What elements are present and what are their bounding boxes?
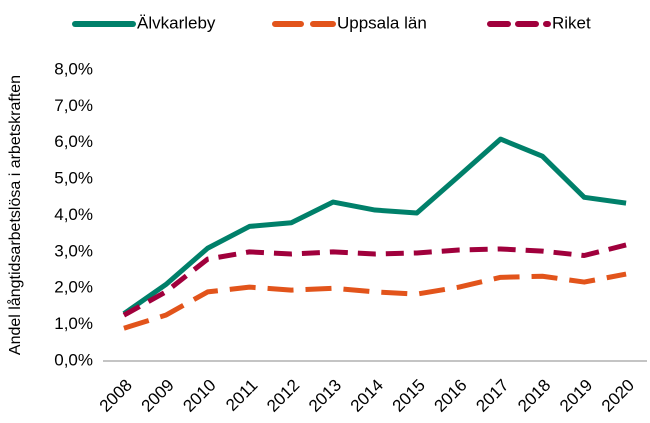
x-tick-label: 2018 — [514, 376, 554, 416]
x-tick-label: 2012 — [263, 376, 303, 416]
x-tick-label: 2017 — [472, 376, 512, 416]
x-tick-label: 2015 — [389, 376, 429, 416]
series-line — [122, 242, 627, 318]
y-tick-label: 2,0% — [54, 278, 93, 297]
x-tick-label: 2010 — [179, 376, 219, 416]
y-tick-label: 8,0% — [54, 59, 93, 78]
y-axis-label: Andel långtidsarbetslösa i arbetskraften — [6, 75, 24, 355]
x-tick-label: 2009 — [138, 376, 178, 416]
x-tick-label: 2020 — [598, 376, 638, 416]
y-tick-label: 1,0% — [54, 314, 93, 333]
y-tick-label: 5,0% — [54, 169, 93, 188]
y-tick-label: 0,0% — [54, 350, 93, 369]
legend-label: Älvkarleby — [137, 13, 216, 32]
legend-label: Uppsala län — [337, 13, 427, 32]
x-tick-label: 2014 — [347, 376, 387, 416]
x-tick-label: 2011 — [222, 376, 261, 415]
series-line — [122, 136, 627, 316]
y-tick-label: 6,0% — [54, 132, 93, 151]
x-tick-label: 2019 — [556, 376, 596, 416]
x-tick-label: 2008 — [96, 376, 136, 416]
x-tick-label: 2013 — [305, 376, 345, 416]
series-line — [123, 271, 627, 331]
y-tick-label: 3,0% — [54, 241, 93, 260]
y-tick-label: 7,0% — [54, 96, 93, 115]
x-tick-label: 2016 — [431, 376, 471, 416]
y-tick-label: 4,0% — [54, 205, 93, 224]
legend-label: Riket — [552, 13, 591, 32]
